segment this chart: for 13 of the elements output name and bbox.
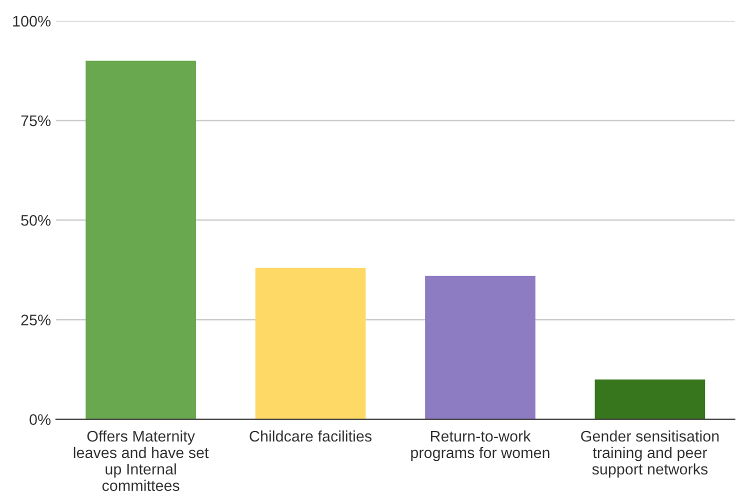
y-tick-label: 25% <box>21 314 51 326</box>
bar <box>425 276 536 420</box>
x-tick-label: Return-to-work programs for women <box>411 430 550 462</box>
bar <box>255 268 366 420</box>
y-tick-label: 100% <box>13 16 51 27</box>
bar <box>594 379 706 420</box>
bar <box>86 60 196 420</box>
x-tick-label: Offers Maternity leaves and have set up Internal committees <box>74 430 209 492</box>
y-tick-label: 75% <box>21 115 51 126</box>
x-tick-label: Gender sensitisation training and peer support networks <box>581 430 719 478</box>
y-tick-label: 50% <box>21 214 51 226</box>
x-tick-label: Childcare facilities <box>250 430 372 442</box>
y-tick-label: 0% <box>30 414 51 425</box>
